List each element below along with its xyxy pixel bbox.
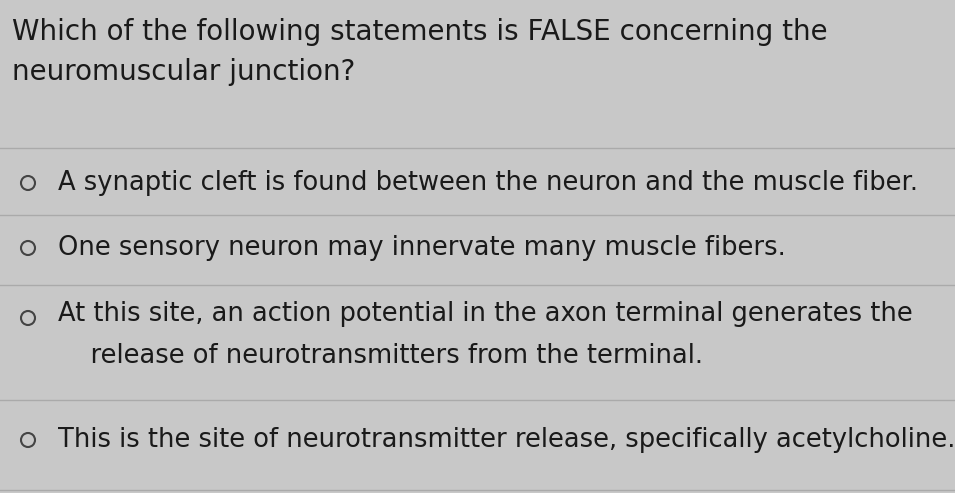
Text: Which of the following statements is FALSE concerning the: Which of the following statements is FAL… [12,18,828,46]
Text: A synaptic cleft is found between the neuron and the muscle fiber.: A synaptic cleft is found between the ne… [58,170,918,196]
Text: One sensory neuron may innervate many muscle fibers.: One sensory neuron may innervate many mu… [58,235,786,261]
Text: This is the site of neurotransmitter release, specifically acetylcholine.: This is the site of neurotransmitter rel… [58,427,955,453]
Text: neuromuscular junction?: neuromuscular junction? [12,58,355,86]
Text: At this site, an action potential in the axon terminal generates the
    release: At this site, an action potential in the… [58,301,913,369]
